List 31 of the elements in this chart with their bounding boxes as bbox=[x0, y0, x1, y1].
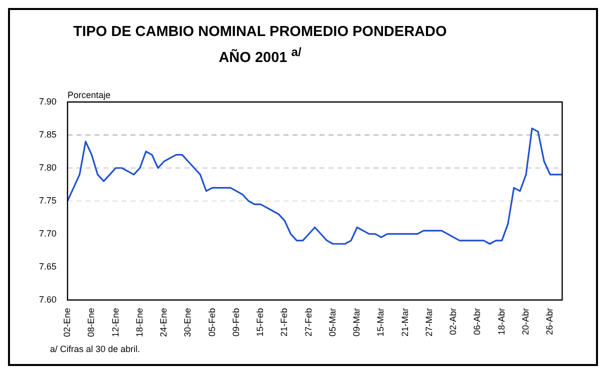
x-tick-label: 15-Feb bbox=[255, 308, 266, 337]
x-tick-label: 09-Mar bbox=[352, 308, 362, 336]
x-tick-label: 08-Ene bbox=[86, 308, 96, 338]
x-tick-label: 30-Ene bbox=[182, 308, 193, 338]
y-tick-label: 7.85 bbox=[38, 129, 57, 140]
y-tick-label: 7.75 bbox=[38, 195, 57, 206]
x-tick-label: 24-Ene bbox=[158, 308, 169, 338]
x-tick-label: 21-Mar bbox=[400, 308, 410, 336]
x-tick-label: 18-Abr bbox=[496, 308, 506, 335]
y-tick-label: 7.70 bbox=[38, 228, 57, 238]
x-tick-label: 27-Feb bbox=[303, 308, 314, 337]
y-tick-label: 7.80 bbox=[38, 162, 57, 172]
x-tick-label: 20-Abr bbox=[520, 308, 530, 335]
y-axis-title: Porcentaje bbox=[68, 90, 111, 100]
y-tick-label: 7.65 bbox=[38, 261, 57, 272]
x-tick-label: 02-Abr bbox=[448, 308, 458, 335]
text: a/ Cifras al 30 de abril. bbox=[50, 344, 140, 354]
x-tick-label: 06-Abr bbox=[472, 308, 482, 335]
x-tick-label: 02-Ene bbox=[62, 308, 72, 338]
x-tick-label: 21-Feb bbox=[279, 308, 290, 337]
x-tick-label: 12-Ene bbox=[110, 308, 120, 338]
x-tick-label: 15-Mar bbox=[376, 308, 386, 336]
x-tick-label: 26-Abr bbox=[544, 308, 555, 335]
x-tick-label: 05-Mar bbox=[327, 308, 338, 336]
chart-title: TIPO DE CAMBIO NOMINAL PROMEDIO PONDERADO AÑO 2001 $^{a/}$ bbox=[72, 23, 448, 68]
x-tick-label: 09-Feb bbox=[230, 308, 241, 337]
x-tick-label: 05-Feb bbox=[206, 308, 217, 337]
y-tick-label: 7.90 bbox=[38, 96, 57, 106]
x-tick-label: 18-Ene bbox=[134, 308, 144, 338]
x-tick-label: 27-Mar bbox=[424, 308, 434, 336]
y-tick-label: 7.60 bbox=[38, 294, 57, 304]
